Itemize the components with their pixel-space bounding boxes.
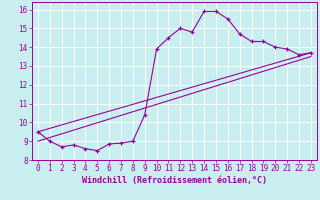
X-axis label: Windchill (Refroidissement éolien,°C): Windchill (Refroidissement éolien,°C) <box>82 176 267 185</box>
